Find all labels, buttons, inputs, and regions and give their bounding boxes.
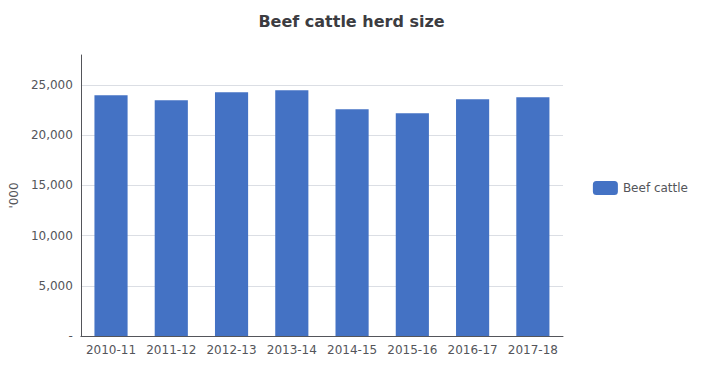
svg-text:2017-18: 2017-18 (508, 343, 558, 357)
svg-text:2010-11: 2010-11 (86, 343, 136, 357)
svg-text:10,000: 10,000 (31, 229, 73, 243)
svg-text:2011-12: 2011-12 (146, 343, 196, 357)
svg-text:2012-13: 2012-13 (206, 343, 256, 357)
svg-text:2014-15: 2014-15 (327, 343, 377, 357)
svg-text:-: - (69, 329, 73, 343)
svg-text:2013-14: 2013-14 (267, 343, 317, 357)
svg-text:'000: '000 (7, 182, 21, 208)
svg-text:Beef cattle: Beef cattle (623, 181, 688, 195)
svg-text:Beef cattle herd size: Beef cattle herd size (258, 12, 444, 31)
svg-text:25,000: 25,000 (31, 78, 73, 92)
svg-text:15,000: 15,000 (31, 178, 73, 192)
svg-text:5,000: 5,000 (39, 279, 73, 293)
svg-text:2016-17: 2016-17 (448, 343, 498, 357)
svg-text:20,000: 20,000 (31, 128, 73, 142)
svg-text:2015-16: 2015-16 (387, 343, 437, 357)
